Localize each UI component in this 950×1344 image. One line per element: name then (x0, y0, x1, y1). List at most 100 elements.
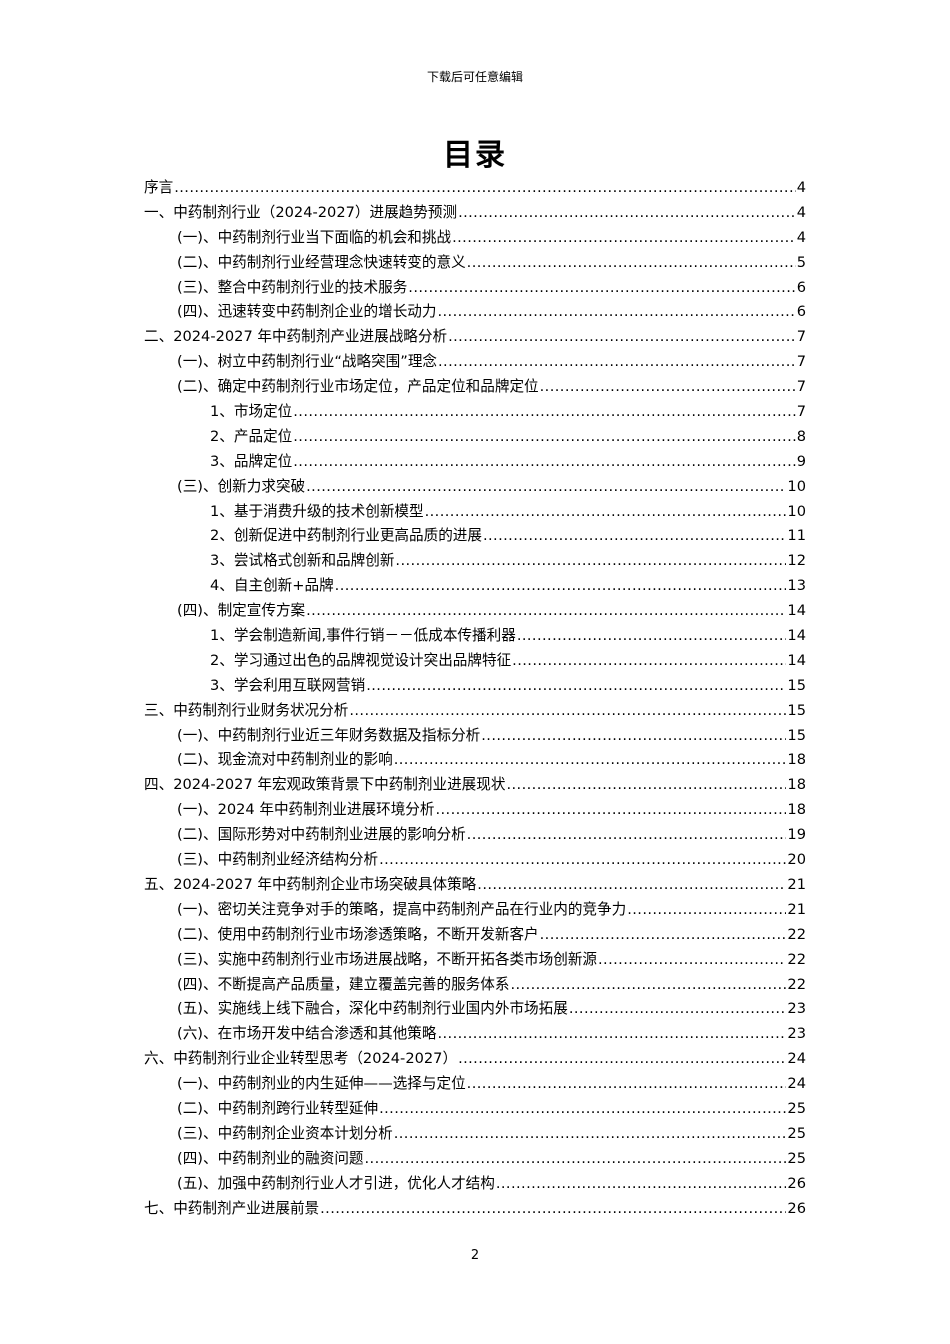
toc-entry[interactable]: (二)、使用中药制剂行业市场渗透策略，不断开发新客户 22 (144, 923, 806, 948)
toc-entry[interactable]: (一)、中药制剂行业当下面临的机会和挑战 4 (144, 226, 806, 251)
toc-entry-page: 4 (796, 179, 806, 196)
toc-entry[interactable]: 3、品牌定位 9 (144, 450, 806, 475)
toc-entry[interactable]: 四、2024-2027 年宏观政策背景下中药制剂业进展现状 18 (144, 773, 806, 798)
toc-entry[interactable]: (四)、不断提高产品质量，建立覆盖完善的服务体系 22 (144, 973, 806, 998)
toc-entry[interactable]: (四)、制定宣传方案 14 (144, 599, 806, 624)
toc-entry[interactable]: 2、创新促进中药制剂行业更高品质的进展 11 (144, 524, 806, 549)
toc-dot-leader (467, 251, 796, 276)
toc-dot-leader (481, 724, 786, 749)
toc-entry[interactable]: 4、自主创新+品牌 13 (144, 574, 806, 599)
toc-entry-label: (一)、密切关注竞争对手的策略，提高中药制剂产品在行业内的竞争力 (177, 900, 627, 918)
toc-entry[interactable]: 七、中药制剂产业进展前景 26 (144, 1197, 806, 1222)
toc-dot-leader (293, 400, 795, 425)
toc-dot-leader (517, 624, 787, 649)
toc-entry[interactable]: 三、中药制剂行业财务状况分析 15 (144, 699, 806, 724)
toc-entry[interactable]: 一、中药制剂行业（2024-2027）进展趋势预测 4 (144, 201, 806, 226)
toc-dot-leader (306, 599, 786, 624)
toc-entry[interactable]: (一)、2024 年中药制剂业进展环境分析 18 (144, 798, 806, 823)
toc-entry-label: (二)、确定中药制剂行业市场定位，产品定位和品牌定位 (177, 378, 539, 396)
toc-dot-leader (365, 1147, 787, 1172)
toc-entry[interactable]: (一)、密切关注竞争对手的策略，提高中药制剂产品在行业内的竞争力 21 (144, 898, 806, 923)
toc-entry-page: 25 (787, 1124, 806, 1142)
toc-entry[interactable]: (三)、中药制剂业经济结构分析 20 (144, 848, 806, 873)
toc-entry-page: 15 (787, 726, 806, 744)
toc-entry-label: (六)、在市场开发中结合渗透和其他策略 (177, 1025, 437, 1043)
toc-entry[interactable]: (三)、整合中药制剂行业的技术服务 6 (144, 276, 806, 301)
toc-dot-leader (510, 973, 786, 998)
toc-entry-label: (五)、加强中药制剂行业人才引进，优化人才结构 (177, 1174, 495, 1192)
toc-entry[interactable]: (三)、中药制剂企业资本计划分析 25 (144, 1122, 806, 1147)
toc-entry-label: (四)、中药制剂业的融资问题 (177, 1149, 364, 1167)
toc-entry-page: 6 (796, 278, 806, 296)
toc-entry[interactable]: (一)、树立中药制剂行业“战略突围”理念 7 (144, 350, 806, 375)
toc-dot-leader (512, 649, 786, 674)
toc-entry-label: 二、2024-2027 年中药制剂产业进展战略分析 (144, 328, 448, 346)
toc-entry-page: 7 (796, 353, 806, 371)
toc-entry-label: 2、产品定位 (210, 427, 293, 445)
toc-entry[interactable]: 1、市场定位 7 (144, 400, 806, 425)
toc-dot-leader (379, 1097, 786, 1122)
toc-entry[interactable]: (四)、中药制剂业的融资问题 25 (144, 1147, 806, 1172)
toc-dot-leader (408, 276, 795, 301)
toc-entry-label: (二)、使用中药制剂行业市场渗透策略，不断开发新客户 (177, 925, 539, 943)
toc-entry-page: 13 (787, 577, 806, 595)
toc-entry-label: 2、创新促进中药制剂行业更高品质的进展 (210, 527, 482, 545)
toc-entry-page: 6 (796, 303, 806, 321)
toc-entry[interactable]: (一)、中药制剂行业近三年财务数据及指标分析 15 (144, 724, 806, 749)
toc-entry-label: 1、基于消费升级的技术创新模型 (210, 502, 424, 520)
toc-entry-page: 23 (787, 1025, 806, 1043)
toc-entry[interactable]: 1、学会制造新闻,事件行销－－低成本传播利器 14 (144, 624, 806, 649)
toc-entry-label: 3、学会利用互联网营销 (210, 676, 366, 694)
toc-entry-label: (三)、整合中药制剂行业的技术服务 (177, 278, 408, 296)
toc-dot-leader (320, 1197, 786, 1222)
toc-entry-page: 5 (796, 253, 806, 271)
toc-entry-label: (一)、2024 年中药制剂业进展环境分析 (177, 801, 435, 819)
toc-entry[interactable]: (二)、现金流对中药制剂业的影响 18 (144, 748, 806, 773)
toc-entry-page: 22 (787, 975, 806, 993)
toc-entry[interactable]: (五)、加强中药制剂行业人才引进，优化人才结构 26 (144, 1172, 806, 1197)
toc-dot-leader (349, 699, 786, 724)
toc-dot-leader (467, 823, 787, 848)
toc-entry-label: 1、学会制造新闻,事件行销－－低成本传播利器 (210, 627, 516, 645)
toc-entry[interactable]: (三)、实施中药制剂行业市场进展战略，不断开拓各类市场创新源 22 (144, 948, 806, 973)
toc-entry-page: 7 (796, 403, 806, 421)
toc-entry[interactable]: 六、中药制剂行业企业转型思考（2024-2027） 24 (144, 1047, 806, 1072)
toc-entry[interactable]: 二、2024-2027 年中药制剂产业进展战略分析 7 (144, 325, 806, 350)
toc-dot-leader (437, 300, 795, 325)
toc-entry-page: 4 (796, 228, 806, 246)
toc-dot-leader (598, 948, 786, 973)
toc-entry-page: 24 (787, 1050, 806, 1068)
toc-entry-page: 20 (787, 851, 806, 869)
toc-dot-leader (394, 748, 787, 773)
toc-entry[interactable]: (二)、确定中药制剂行业市场定位，产品定位和品牌定位 7 (144, 375, 806, 400)
page-title: 目录 (443, 138, 507, 173)
toc-entry[interactable]: 3、尝试格式创新和品牌创新 12 (144, 549, 806, 574)
toc-entry[interactable]: (二)、中药制剂行业经营理念快速转变的意义 5 (144, 251, 806, 276)
toc-entry-label: (三)、实施中药制剂行业市场进展战略，不断开拓各类市场创新源 (177, 950, 598, 968)
toc-entry[interactable]: (三)、创新力求突破 10 (144, 475, 806, 500)
toc-entry[interactable]: 2、学习通过出色的品牌视觉设计突出品牌特征 14 (144, 649, 806, 674)
toc-entry[interactable]: 1、基于消费升级的技术创新模型 10 (144, 500, 806, 525)
toc-entry-page: 21 (787, 900, 806, 918)
toc-entry[interactable]: (六)、在市场开发中结合渗透和其他策略 23 (144, 1022, 806, 1047)
toc-entry[interactable]: 序言 4 (144, 176, 806, 201)
toc-dot-leader (395, 549, 786, 574)
toc-entry[interactable]: 2、产品定位 8 (144, 425, 806, 450)
toc-entry[interactable]: 3、学会利用互联网营销 15 (144, 674, 806, 699)
toc-entry[interactable]: (二)、国际形势对中药制剂业进展的影响分析 19 (144, 823, 806, 848)
toc-entry[interactable]: 五、2024-2027 年中药制剂企业市场突破具体策略 21 (144, 873, 806, 898)
toc-entry-label: 3、品牌定位 (210, 452, 293, 470)
toc-entry-label: (四)、不断提高产品质量，建立覆盖完善的服务体系 (177, 975, 510, 993)
toc-entry-page: 12 (787, 552, 806, 570)
page-header-note: 下载后可任意编辑 (426, 70, 523, 84)
toc-entry-label: 七、中药制剂产业进展前景 (144, 1199, 320, 1217)
toc-entry[interactable]: (二)、中药制剂跨行业转型延伸 25 (144, 1097, 806, 1122)
toc-entry-page: 26 (787, 1199, 806, 1217)
toc-dot-leader (366, 674, 786, 699)
toc-entry-page: 9 (796, 452, 806, 470)
toc-entry-label: (一)、树立中药制剂行业“战略突围”理念 (177, 353, 438, 371)
toc-entry[interactable]: (一)、中药制剂业的内生延伸——选择与定位 24 (144, 1072, 806, 1097)
toc-entry[interactable]: (五)、实施线上线下融合，深化中药制剂行业国内外市场拓展 23 (144, 997, 806, 1022)
toc-entry[interactable]: (四)、迅速转变中药制剂企业的增长动力 6 (144, 300, 806, 325)
toc-dot-leader (477, 873, 786, 898)
